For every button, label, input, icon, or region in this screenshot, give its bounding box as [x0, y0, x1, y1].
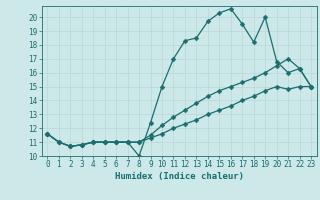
X-axis label: Humidex (Indice chaleur): Humidex (Indice chaleur)	[115, 172, 244, 181]
